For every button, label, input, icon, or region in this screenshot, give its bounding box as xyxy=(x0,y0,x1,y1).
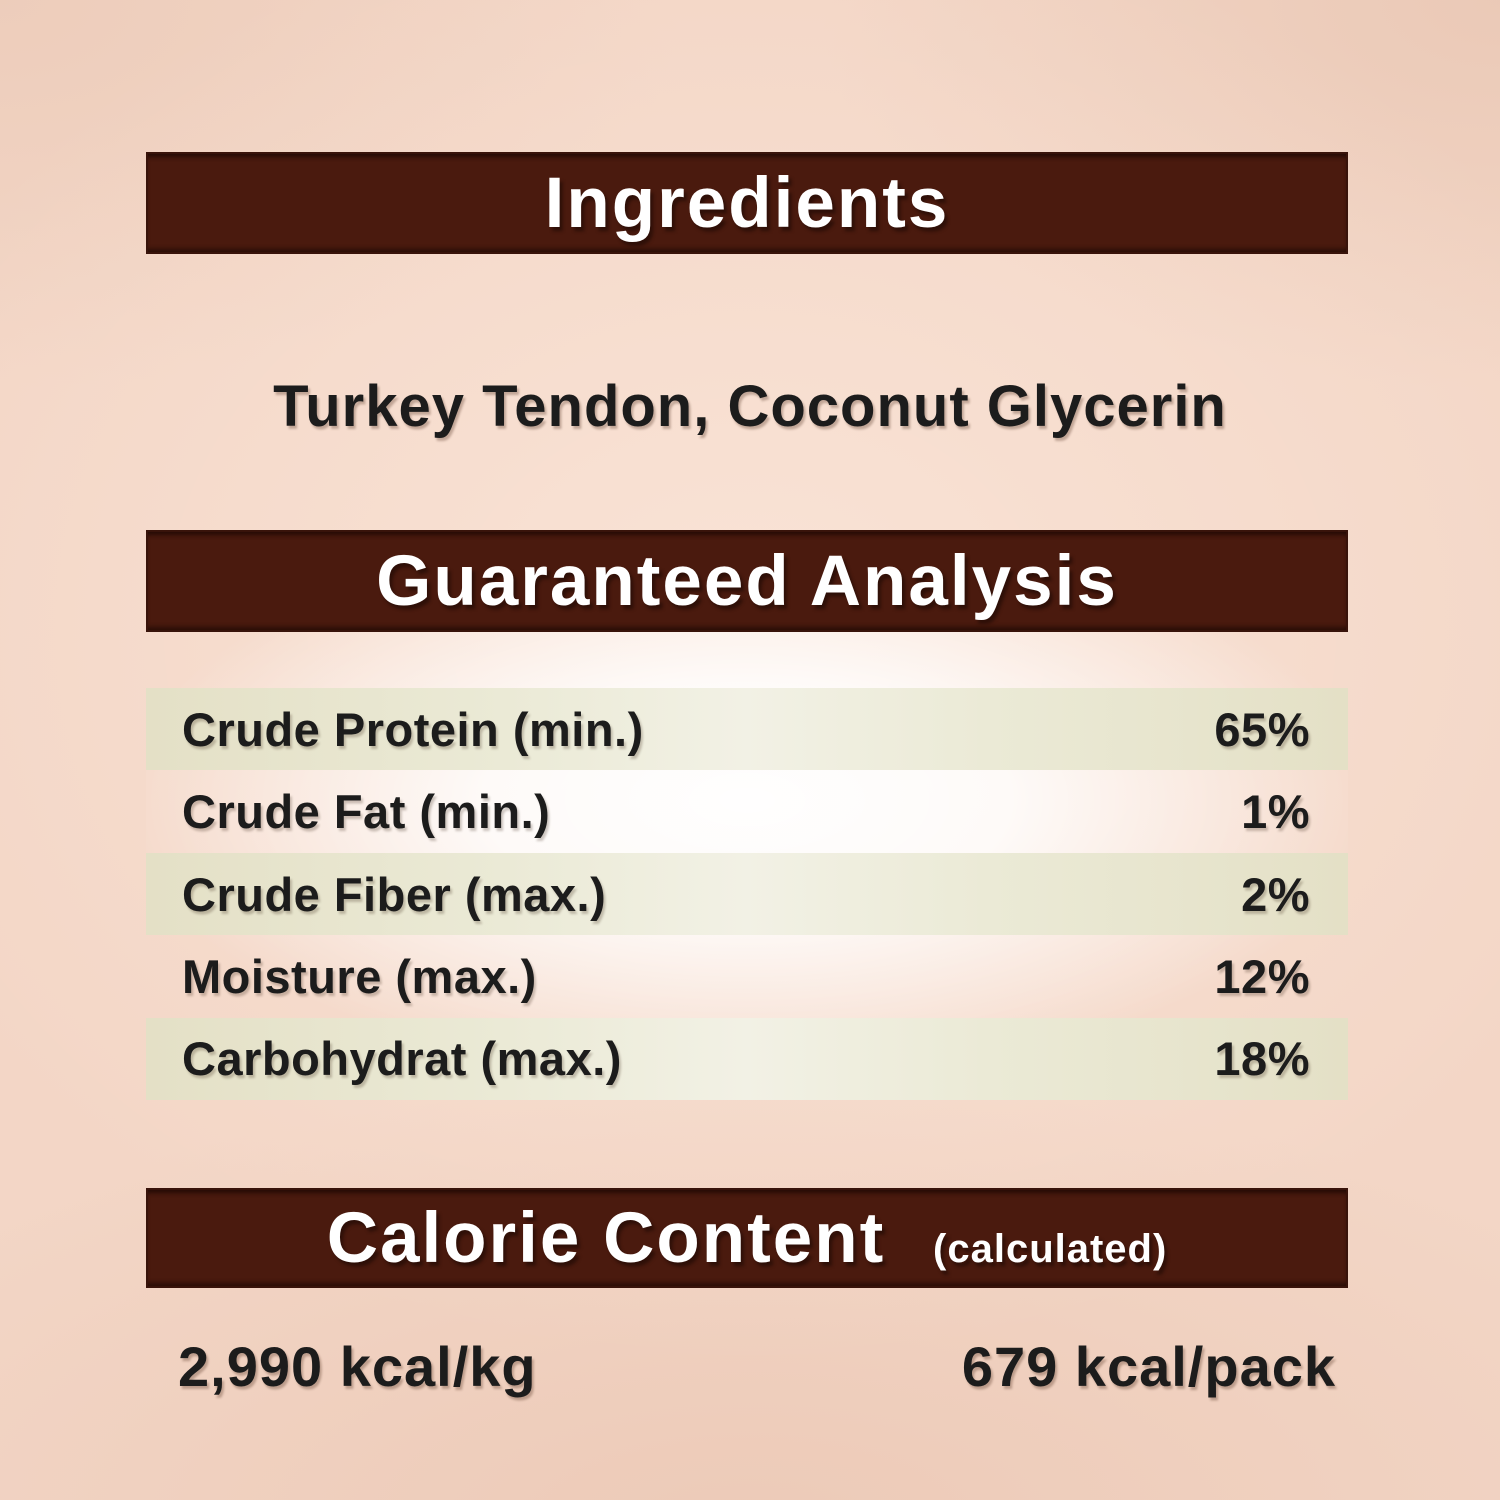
table-row-crude-protein: Crude Protein (min.) 65% xyxy=(146,688,1348,771)
calories-per-pack: 679 kcal/pack xyxy=(961,1335,1336,1398)
table-row-crude-fiber: Crude Fiber (max.) 2% xyxy=(146,852,1348,936)
row-label: Crude Fiber (max.) xyxy=(182,867,607,921)
row-value: 1% xyxy=(1241,785,1310,839)
row-label: Crude Protein (min.) xyxy=(182,702,644,756)
table-row-moisture: Moisture (max.) 12% xyxy=(146,935,1348,1017)
calories-per-kg: 2,990 kcal/kg xyxy=(178,1335,537,1398)
row-label: Carbohydrat (max.) xyxy=(182,1032,622,1086)
guaranteed-analysis-title: Guaranteed Analysis xyxy=(376,541,1118,621)
row-value: 65% xyxy=(1214,702,1310,756)
calorie-content-title: Calorie Content (calculated) xyxy=(327,1203,1168,1274)
ingredients-title: Ingredients xyxy=(544,163,950,243)
guaranteed-analysis-table: Crude Protein (min.) 65% Crude Fat (min.… xyxy=(146,632,1348,1101)
calorie-title-text: Calorie Content xyxy=(326,1198,886,1278)
table-row-crude-fat: Crude Fat (min.) 1% xyxy=(146,770,1348,852)
guaranteed-analysis-banner: Guaranteed Analysis xyxy=(146,530,1348,632)
row-label: Crude Fat (min.) xyxy=(182,785,551,839)
table-spacer xyxy=(146,632,1348,688)
table-row-carbohydrat: Carbohydrat (max.) 18% xyxy=(146,1017,1348,1101)
ingredients-banner: Ingredients xyxy=(146,152,1348,254)
row-value: 12% xyxy=(1214,949,1310,1003)
row-value: 18% xyxy=(1214,1032,1310,1086)
calorie-values-row: 2,990 kcal/kg 679 kcal/pack xyxy=(146,1336,1348,1398)
row-value: 2% xyxy=(1241,867,1310,921)
ingredients-list: Turkey Tendon, Coconut Glycerin xyxy=(273,374,1227,439)
calorie-title-qualifier: (calculated) xyxy=(933,1226,1168,1271)
calorie-content-banner: Calorie Content (calculated) xyxy=(146,1188,1348,1288)
row-label: Moisture (max.) xyxy=(182,949,537,1003)
